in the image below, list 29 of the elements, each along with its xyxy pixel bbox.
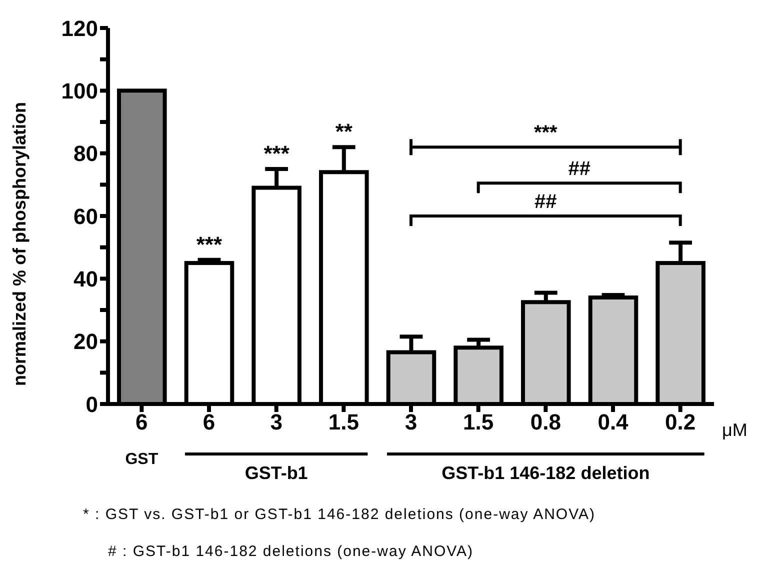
- annotation: ##: [534, 191, 557, 213]
- y-tick-label: 100: [61, 78, 98, 104]
- x-tick-label: 3: [270, 410, 282, 435]
- x-tick-label: 6: [136, 410, 148, 435]
- x-tick-label: 3: [404, 410, 418, 435]
- annotation: ##: [568, 158, 590, 180]
- x-tick-label: 0.8: [530, 410, 561, 435]
- y-tick-label: 40: [74, 266, 98, 292]
- text: GST-b1: [244, 463, 308, 483]
- x-tick-label: 1.5: [463, 410, 494, 435]
- data-label: ***: [196, 232, 223, 257]
- data-label: **: [335, 119, 353, 144]
- y-tick-label: 60: [74, 204, 98, 229]
- y-tick-label: 80: [74, 141, 98, 166]
- y-tick-label: 20: [74, 329, 98, 354]
- text: * : GST vs. GST-b1 or GST-b1 146-182 deletions (one-way ANOVA): [83, 506, 596, 523]
- annotation: ***: [534, 122, 558, 144]
- x-tick-label: 6: [202, 410, 216, 435]
- x-tick-label: 0.2: [665, 410, 696, 435]
- y-tick-label: 120: [61, 16, 98, 41]
- text: # : GST-b1 146-182 deletions (one-way ANOVA): [108, 543, 474, 560]
- x-tick-label: 1.5: [328, 410, 359, 435]
- text: GST-b1 146-182 deletion: [442, 463, 650, 483]
- x-tick-label: 0.4: [598, 410, 630, 435]
- text: GST: [125, 451, 158, 468]
- text: μM: [722, 420, 748, 440]
- y-axis-title: normalized % of phosphorylation: [9, 102, 30, 386]
- data-label: ***: [264, 141, 290, 166]
- y-tick-label: 0: [86, 392, 98, 417]
